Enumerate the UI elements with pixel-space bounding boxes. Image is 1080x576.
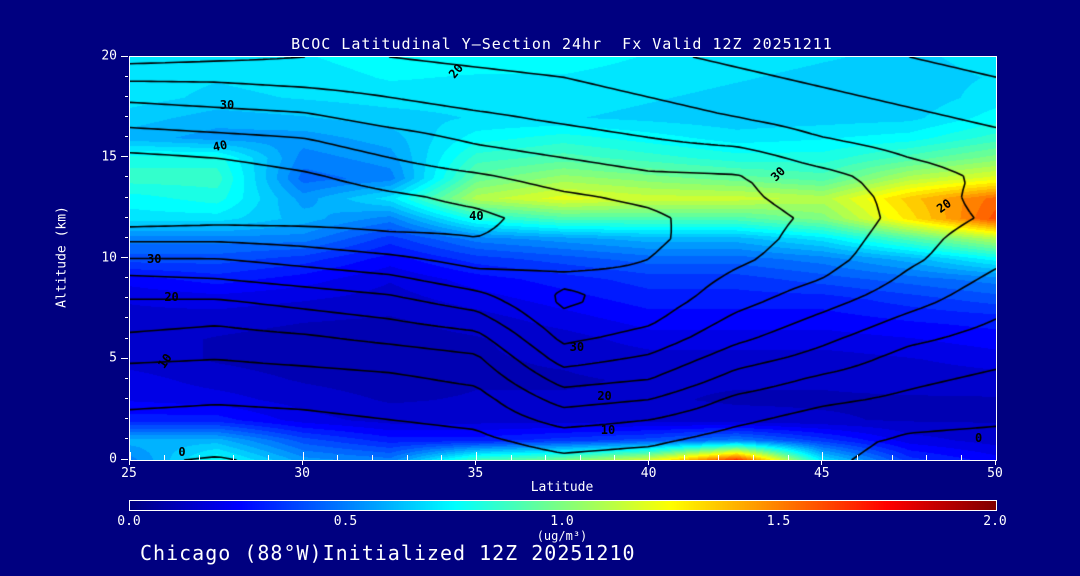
y-tick bbox=[125, 377, 128, 379]
x-tick bbox=[371, 455, 373, 460]
y-tick bbox=[125, 438, 128, 440]
x-tick bbox=[164, 455, 166, 460]
x-tick bbox=[718, 455, 720, 460]
x-tick bbox=[233, 455, 235, 460]
x-tick bbox=[856, 455, 858, 460]
x-tick bbox=[683, 455, 685, 460]
x-tick bbox=[614, 455, 616, 460]
x-tick bbox=[891, 455, 893, 460]
x-tick bbox=[406, 455, 408, 460]
x-major-tick bbox=[648, 460, 650, 465]
footer-text: Chicago (88°W)Initialized 12Z 20251210 bbox=[140, 541, 636, 565]
y-tick bbox=[125, 297, 128, 299]
y-tick-label: 0 bbox=[109, 451, 117, 467]
x-tick bbox=[475, 452, 477, 460]
y-tick bbox=[121, 458, 128, 460]
y-tick bbox=[125, 236, 128, 238]
y-tick bbox=[125, 398, 128, 400]
x-tick-label: 50 bbox=[987, 466, 1003, 481]
y-tick bbox=[125, 115, 128, 117]
colorbar bbox=[129, 500, 997, 511]
x-tick-label: 40 bbox=[640, 466, 657, 481]
x-tick bbox=[545, 455, 547, 460]
colorbar-unit-label: (ug/m³) bbox=[536, 529, 588, 543]
x-tick bbox=[787, 455, 789, 460]
chart-title: BCOC Latitudinal Y—Section 24hr Fx Valid… bbox=[291, 35, 833, 53]
x-major-tick bbox=[128, 460, 130, 465]
x-major-tick bbox=[301, 460, 303, 465]
x-tick bbox=[753, 455, 755, 460]
x-major-tick bbox=[994, 460, 996, 465]
y-tick-label: 10 bbox=[101, 250, 117, 265]
colorbar-tick-label: 1.0 bbox=[550, 514, 574, 529]
x-tick bbox=[268, 455, 270, 460]
x-tick bbox=[198, 455, 200, 460]
x-tick bbox=[822, 452, 824, 460]
x-tick bbox=[579, 455, 581, 460]
y-tick-label: 20 bbox=[101, 48, 117, 64]
colorbar-tick-label: 0.0 bbox=[117, 514, 141, 529]
y-tick bbox=[125, 216, 128, 218]
y-tick bbox=[125, 337, 128, 339]
y-tick bbox=[125, 176, 128, 178]
y-tick bbox=[125, 317, 128, 319]
contour-label-0: 0 bbox=[178, 444, 186, 459]
y-tick bbox=[121, 156, 128, 158]
contour-plot-area: 20 30 40 30 20 10 40 30 20 10 30 20 0 0 bbox=[129, 56, 997, 461]
x-tick-label: 25 bbox=[121, 466, 137, 481]
y-tick bbox=[121, 357, 128, 359]
x-tick-label: 35 bbox=[467, 466, 484, 481]
y-tick bbox=[121, 55, 128, 57]
x-tick bbox=[129, 452, 131, 460]
contour-label-40: 40 bbox=[211, 137, 229, 155]
y-tick bbox=[125, 418, 128, 420]
colorbar-tick-label: 0.5 bbox=[333, 514, 358, 529]
y-tick-label: 15 bbox=[101, 149, 117, 165]
y-tick bbox=[125, 196, 128, 198]
contour-label-20: 20 bbox=[597, 388, 612, 403]
contour-label-30: 30 bbox=[569, 340, 585, 355]
contour-label-30: 30 bbox=[147, 251, 162, 266]
x-major-tick bbox=[821, 460, 823, 465]
y-tick bbox=[125, 136, 128, 138]
y-tick bbox=[125, 277, 128, 279]
colorbar-tick-label: 1.5 bbox=[766, 514, 791, 529]
y-tick bbox=[125, 75, 128, 77]
x-tick bbox=[926, 455, 928, 460]
x-major-tick bbox=[474, 460, 476, 465]
x-tick bbox=[649, 452, 651, 460]
x-tick bbox=[960, 455, 962, 460]
y-tick-label: 5 bbox=[109, 350, 117, 366]
x-tick-label: 45 bbox=[813, 466, 830, 481]
x-tick bbox=[441, 455, 443, 460]
contour-label-10: 10 bbox=[600, 422, 616, 437]
x-tick bbox=[995, 452, 997, 460]
filled-contour-canvas bbox=[130, 57, 996, 460]
x-tick bbox=[510, 455, 512, 460]
contour-label-40: 40 bbox=[469, 209, 484, 224]
y-tick bbox=[125, 95, 128, 97]
contour-label-0: 0 bbox=[975, 430, 983, 445]
colorbar-tick-label: 2.0 bbox=[983, 514, 1007, 529]
contour-label-30: 30 bbox=[219, 98, 235, 113]
contour-label-20: 20 bbox=[164, 289, 179, 304]
x-tick-label: 30 bbox=[294, 466, 311, 481]
x-tick bbox=[302, 452, 304, 460]
x-axis-title: Latitude bbox=[530, 480, 594, 495]
y-axis-title: Altitude (km) bbox=[54, 206, 70, 308]
x-tick bbox=[337, 455, 339, 460]
y-tick bbox=[121, 257, 128, 258]
